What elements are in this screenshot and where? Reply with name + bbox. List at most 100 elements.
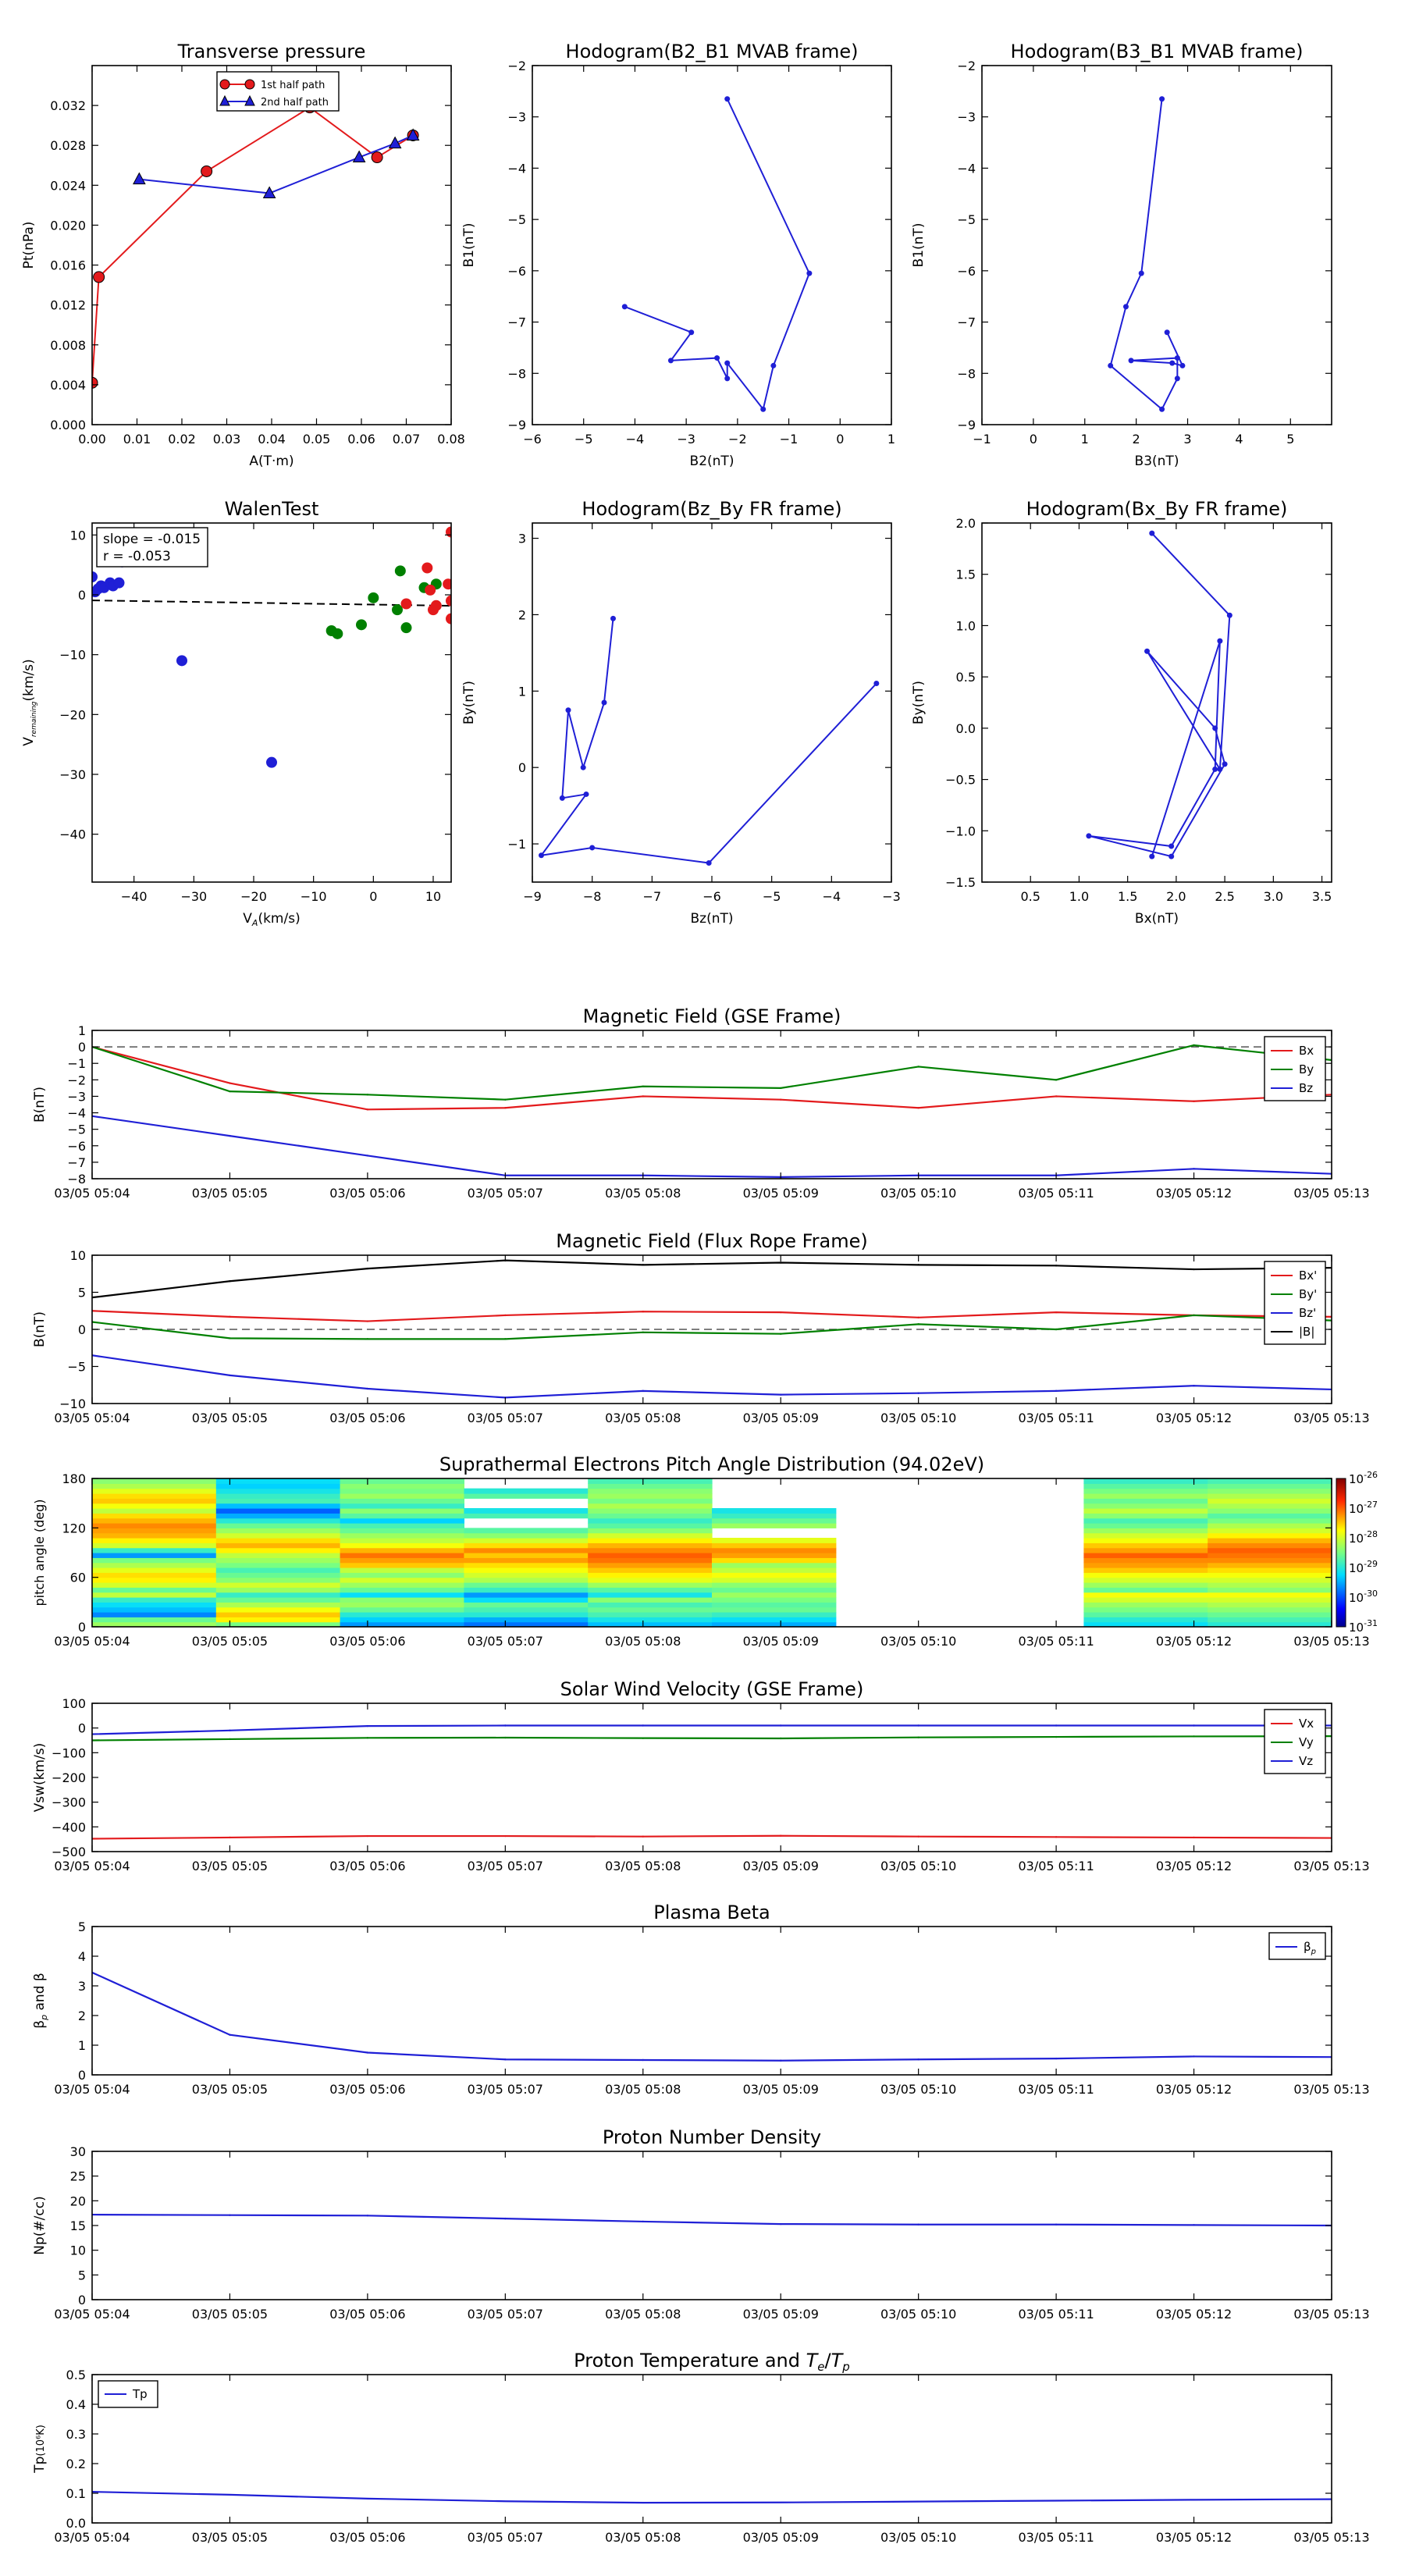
heatmap-cell xyxy=(712,1582,837,1588)
x-tick-label: 03/05 05:04 xyxy=(54,2307,130,2322)
y-tick-label: −40 xyxy=(59,827,86,842)
x-tick-label: 5 xyxy=(1286,432,1294,447)
x-tick-label: 03/05 05:07 xyxy=(468,1859,543,1873)
x-axis-label: B3(nT) xyxy=(1135,454,1179,469)
heatmap-cell xyxy=(1208,1547,1332,1553)
data-point xyxy=(504,1314,507,1317)
data-point xyxy=(422,562,433,574)
x-tick-label: 03/05 05:10 xyxy=(880,1859,956,1873)
series-line-2 xyxy=(92,1115,1332,1178)
series-line-1 xyxy=(92,1735,1332,1742)
heatmap-cell xyxy=(588,1592,713,1598)
y-tick-label: 0.5 xyxy=(66,2368,86,2382)
heatmap-cell xyxy=(1083,1572,1208,1578)
plot-frame-6 xyxy=(91,1030,1332,1179)
data-point xyxy=(642,1737,644,1739)
heatmap-cell xyxy=(588,1488,713,1494)
heatmap-cell xyxy=(588,1602,713,1608)
legend-box xyxy=(216,71,340,112)
y-tick-label: −1 xyxy=(507,837,526,852)
data-point xyxy=(366,1387,369,1390)
x-tick-label: 03/05 05:06 xyxy=(329,1634,405,1649)
heatmap-cell xyxy=(464,1567,589,1573)
series-line-0 xyxy=(92,2491,1332,2504)
title-part: T xyxy=(831,2350,845,2371)
heatmap-cell xyxy=(464,1553,589,1558)
y-tick-label: 0.5 xyxy=(956,670,976,685)
heatmap-cell xyxy=(340,1572,464,1578)
x-tick-label: 03/05 05:12 xyxy=(1156,2307,1232,2322)
x-tick-label: 03/05 05:09 xyxy=(743,2307,819,2322)
x-tick-label: 0.00 xyxy=(78,432,106,447)
data-point xyxy=(400,622,412,634)
heatmap-cell xyxy=(215,1483,341,1489)
x-tick-label: 03/05 05:11 xyxy=(1018,1186,1094,1201)
data-point xyxy=(780,1087,782,1090)
y-tick-label: −1.0 xyxy=(945,824,976,838)
data-point xyxy=(229,1082,231,1084)
heatmap-cell xyxy=(464,1547,589,1553)
heatmap-cell xyxy=(1083,1582,1208,1588)
heatmap-cell xyxy=(712,1597,837,1603)
title-part: / xyxy=(825,2350,832,2371)
heatmap-cell xyxy=(712,1517,837,1524)
legend-label-main: Bz xyxy=(1299,1081,1313,1095)
x-tick-label: −5 xyxy=(763,889,781,904)
y-tick-label: 1 xyxy=(518,684,526,699)
y-axis-label: B(nT) xyxy=(32,1087,48,1123)
heatmap-cell xyxy=(215,1523,341,1528)
chart-panel-3: −40 −30 −20 −10 0 10 −40 −30 −20 −10 0 10 WalenTest V… xyxy=(21,498,452,928)
x-tick-label: 2.5 xyxy=(1215,889,1234,904)
data-point xyxy=(1226,612,1232,618)
data-point xyxy=(1108,362,1114,368)
heatmap-cell xyxy=(215,1528,341,1534)
data-point xyxy=(446,595,451,607)
data-point xyxy=(92,571,98,582)
data-point xyxy=(565,707,571,713)
data-point xyxy=(1193,1385,1195,1387)
x-tick-label: 03/05 05:05 xyxy=(192,1411,268,1425)
y-axis-label-main: B1(nT) xyxy=(911,223,927,268)
data-point xyxy=(1086,833,1092,839)
heatmap-cell xyxy=(588,1582,713,1588)
x-tick-label: 03/05 05:05 xyxy=(192,2530,268,2545)
heatmap-cell xyxy=(92,1508,217,1514)
heatmap-cell xyxy=(464,1592,589,1598)
y-tick-label: −5 xyxy=(67,1123,86,1137)
x-tick-label: 03/05 05:12 xyxy=(1156,1411,1232,1425)
plot-area xyxy=(539,615,880,866)
data-point xyxy=(266,756,277,768)
heatmap-cell xyxy=(92,1532,217,1539)
data-point xyxy=(780,1834,782,1837)
y-tick-label: −6 xyxy=(957,264,976,279)
y-axis-label: Vremaining(km/s) xyxy=(21,659,38,746)
data-point xyxy=(1159,406,1165,412)
y-tick-label: −10 xyxy=(59,648,86,663)
y-tick-label: 10 xyxy=(70,528,86,543)
x-tick-label: −3 xyxy=(677,432,695,447)
heatmap-cell xyxy=(1083,1538,1208,1543)
y-tick-label: −20 xyxy=(59,707,86,722)
heatmap-cell xyxy=(588,1478,713,1484)
data-point xyxy=(366,1267,369,1270)
series-line-2 xyxy=(92,1724,1332,1735)
x-tick-label: 10 xyxy=(425,889,441,904)
x-tick-label: 1.0 xyxy=(1069,889,1089,904)
chart-panel-7: 03/05 05:04 03/05 05:05 03/05 05:06 03/05 0… xyxy=(32,1230,1370,1425)
x-tick-label: 03/05 05:08 xyxy=(605,1411,681,1425)
data-point xyxy=(504,1338,507,1340)
heatmap-cell xyxy=(1083,1567,1208,1573)
data-point xyxy=(917,1107,919,1109)
data-point xyxy=(1168,843,1175,849)
x-tick-label: 0.05 xyxy=(303,432,331,447)
data-point xyxy=(1193,2055,1195,2058)
heatmap-cell xyxy=(588,1612,713,1617)
heatmap-cell xyxy=(464,1542,589,1549)
heatmap-cell xyxy=(1208,1542,1332,1549)
legend-label: Vz xyxy=(1299,1754,1313,1768)
y-tick-label: 0.028 xyxy=(50,138,86,153)
y-tick-label: −0.5 xyxy=(945,773,976,788)
heatmap-cell xyxy=(215,1562,341,1568)
x-tick-label: 03/05 05:10 xyxy=(880,1634,956,1649)
colorbar xyxy=(1336,1478,1346,1628)
